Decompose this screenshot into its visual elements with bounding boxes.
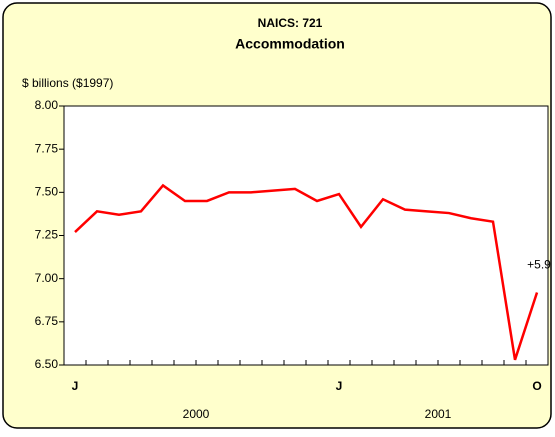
x-tick-label: J (72, 379, 79, 393)
x-tick-label: J (336, 379, 343, 393)
y-tick-label: 7.75 (35, 141, 59, 155)
line (74, 183, 539, 361)
x-tick-label: O (532, 379, 541, 393)
y-axis-label: $ billions ($1997) (22, 76, 113, 90)
chart-title: NAICS: 721 (258, 16, 323, 30)
annotation: +5.9 (527, 258, 551, 272)
y-tick-label: 7.25 (35, 228, 59, 242)
x-group-label: 2001 (425, 407, 452, 421)
y-tick-label: 7.50 (35, 185, 59, 199)
y-tick-label: 8.00 (35, 98, 59, 112)
y-tick-label: 7.00 (35, 271, 59, 285)
plot-area (63, 105, 549, 366)
y-tick-label: 6.50 (35, 357, 59, 371)
chart-subtitle: Accommodation (235, 36, 345, 52)
x-group-label: 2000 (183, 407, 210, 421)
y-tick-label: 6.75 (35, 314, 59, 328)
